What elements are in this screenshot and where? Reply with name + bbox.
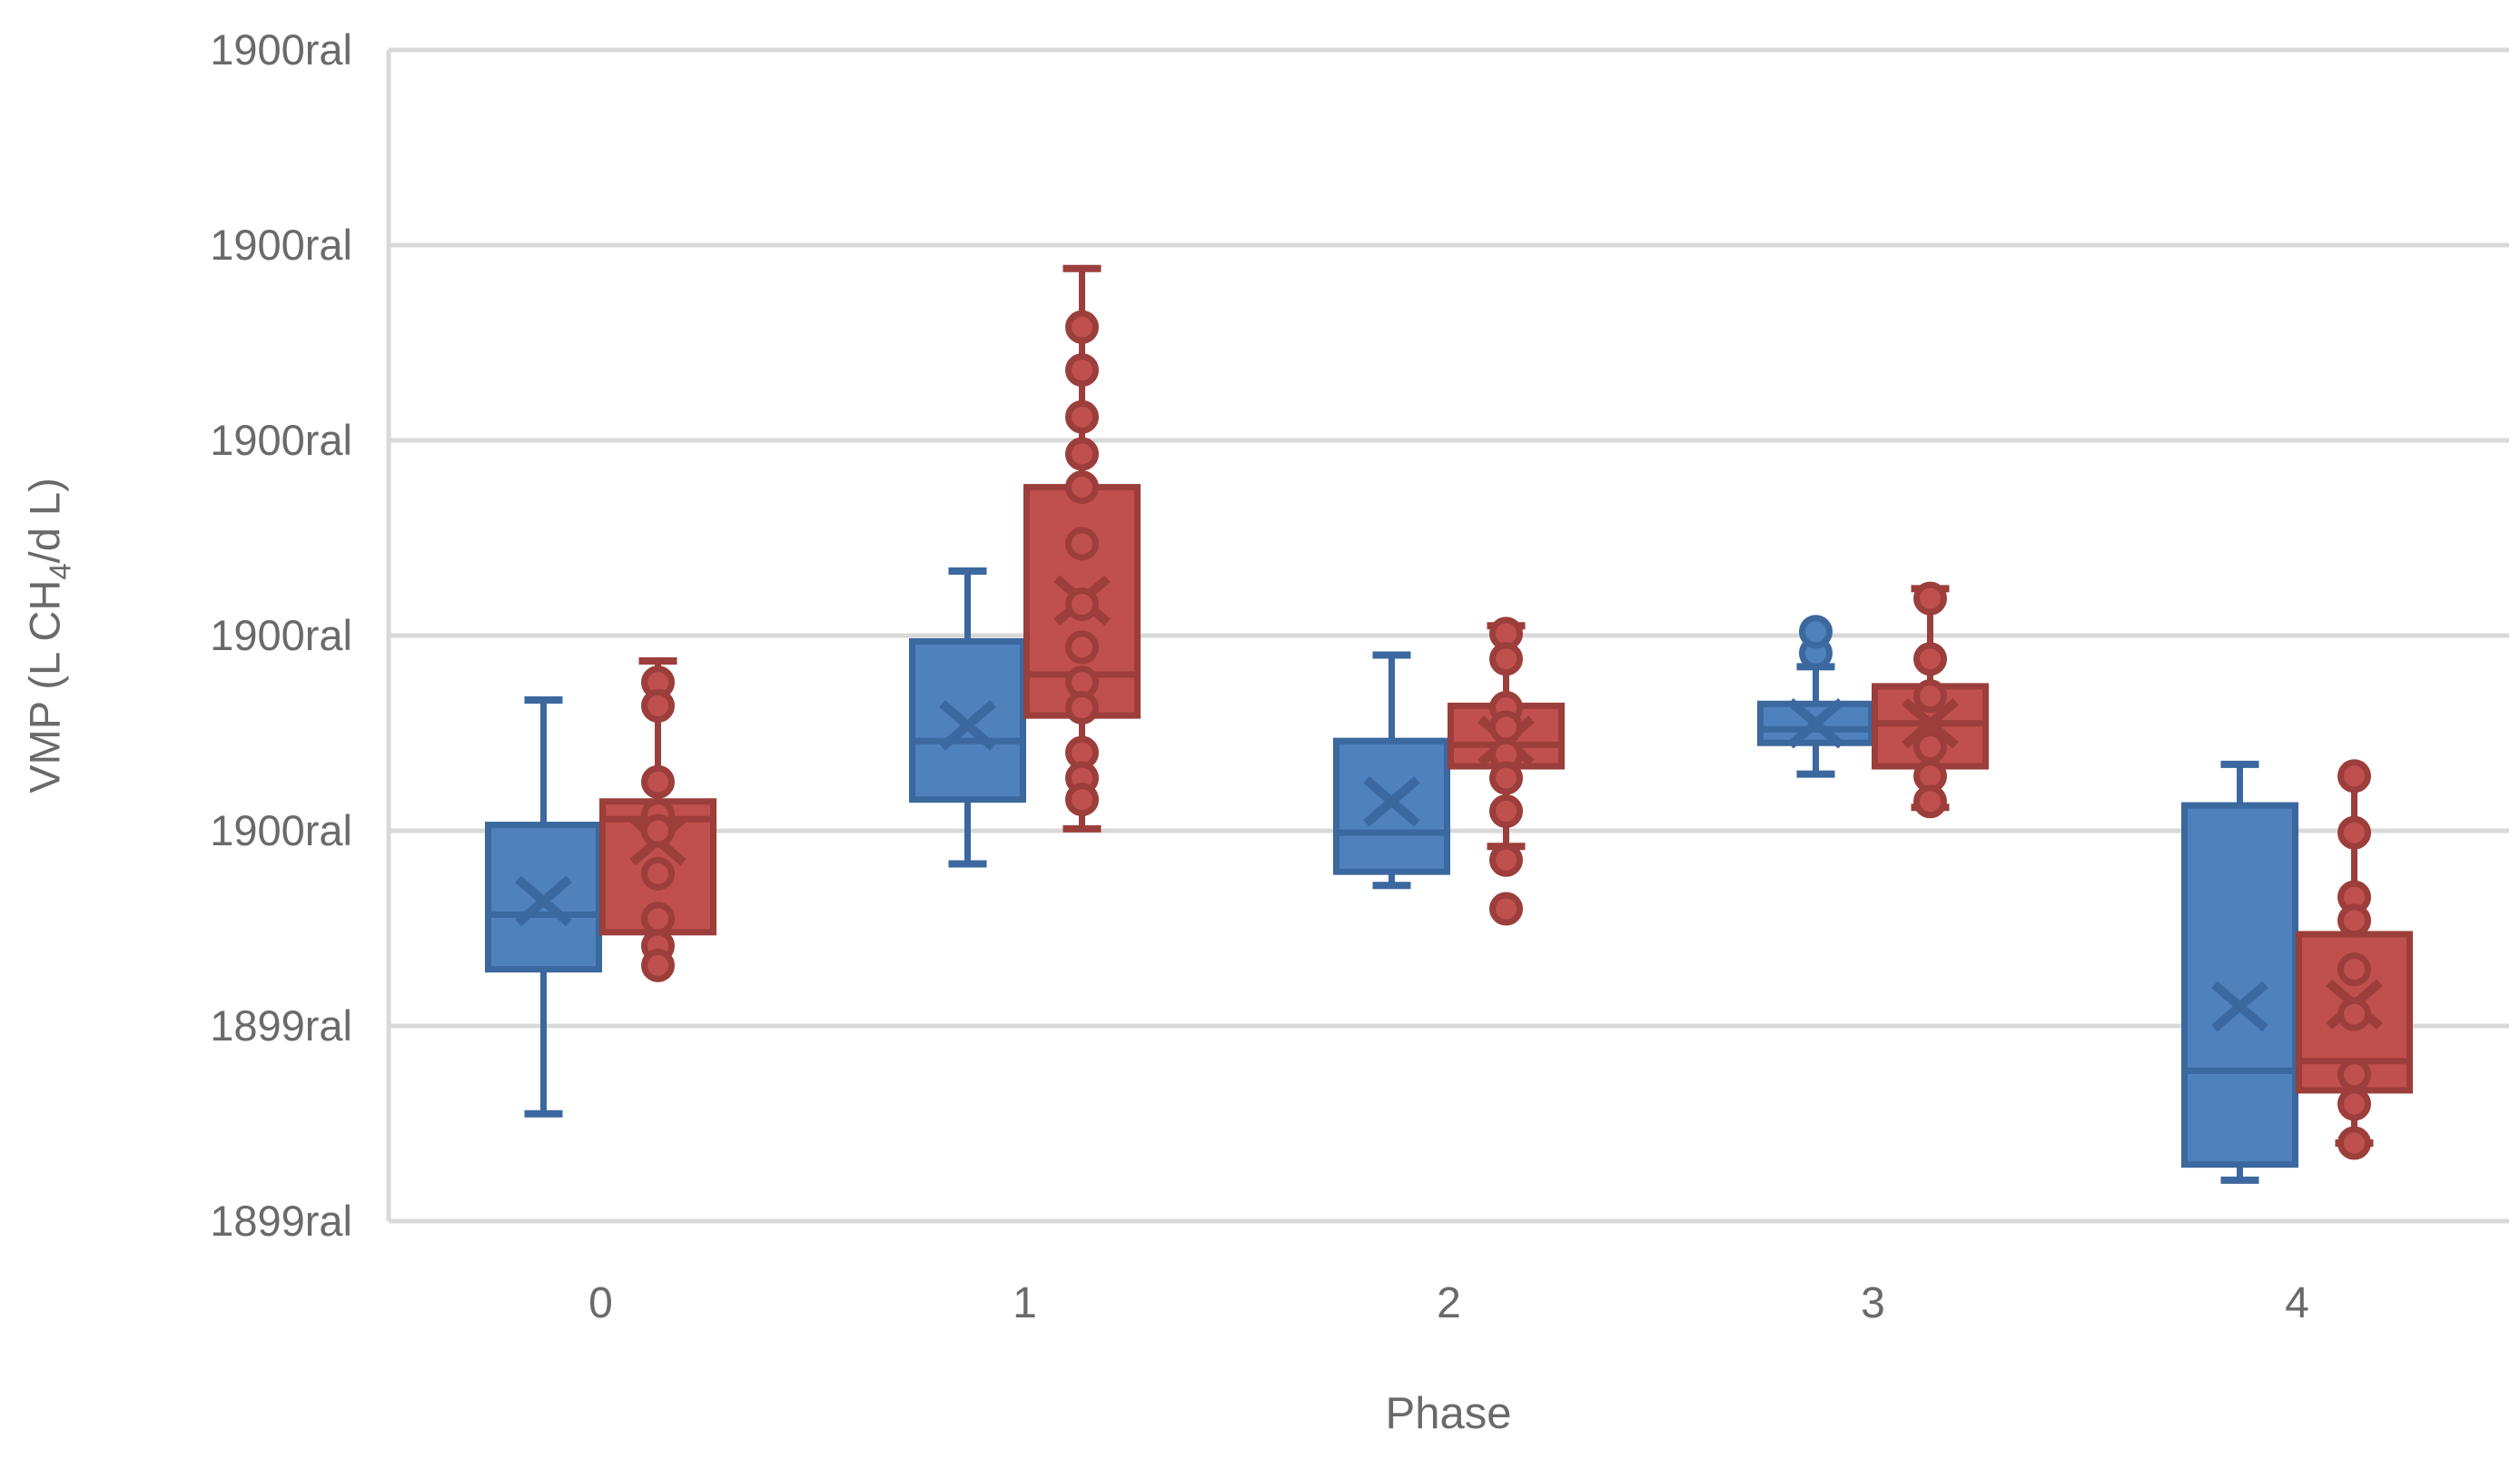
series-red-point-phase-0 (641, 813, 675, 848)
series-red-point-phase-3 (1913, 679, 1947, 714)
series-blue-mean-marker-phase-0 (515, 875, 572, 927)
series-blue-box-phase-1 (909, 567, 1026, 868)
y-axis-title-subscript: 4 (43, 563, 77, 580)
series-red-point-phase-3 (1913, 784, 1947, 819)
series-red-point-phase-3 (1913, 730, 1947, 764)
series-red-point-phase-1 (1065, 587, 1099, 622)
series-red-point-phase-0 (641, 902, 675, 936)
x-tick-label: 4 (2285, 1279, 2309, 1327)
series-red-point-phase-1 (1065, 353, 1099, 388)
series-blue-mean-marker-phase-3 (1787, 697, 1844, 749)
y-tick-label: 1900ral (210, 221, 352, 269)
series-red-box-phase-4 (2296, 759, 2413, 1160)
series-red-point-phase-0 (641, 856, 675, 891)
series-red-point-phase-0 (641, 764, 675, 799)
series-red-point-phase-4 (2337, 1126, 2371, 1160)
series-red-point-phase-1 (1065, 527, 1099, 561)
y-axis-title-prefix: VMP (L CH (20, 579, 69, 794)
series-blue-point-phase-3 (1799, 615, 1833, 649)
y-tick-label: 1900ral (210, 416, 352, 464)
series-red-box-phase-2 (1448, 616, 1565, 926)
series-red-point-phase-2 (1489, 642, 1523, 676)
series-red-point-phase-3 (1913, 642, 1947, 676)
series-blue-box-phase-2 (1333, 651, 1450, 890)
series-blue-mean-marker-phase-1 (939, 700, 996, 751)
series-red-mean-marker-phase-3 (1902, 697, 1959, 749)
x-tick-label: 3 (1861, 1279, 1885, 1327)
series-red-point-phase-1 (1065, 399, 1099, 434)
series-red-point-phase-0 (641, 948, 675, 982)
series-red-point-phase-4 (2337, 1058, 2371, 1092)
y-tick-label: 1899ral (210, 1197, 352, 1245)
series-red-point-phase-4 (2337, 759, 2371, 794)
series-red-point-phase-1 (1065, 783, 1099, 817)
series-red-box-phase-0 (599, 656, 716, 982)
y-tick-label: 1900ral (210, 25, 352, 74)
series-red-point-phase-2 (1489, 892, 1523, 926)
series-blue-box-phase-3 (1757, 615, 1874, 778)
y-axis-title-suffix: /d L) (20, 478, 69, 564)
series-red-point-phase-1 (1065, 691, 1099, 725)
x-tick-label: 1 (1013, 1279, 1037, 1327)
series-red-point-phase-0 (641, 688, 675, 723)
series-red-point-phase-4 (2337, 1087, 2371, 1121)
y-tick-label: 1900ral (210, 611, 352, 659)
series-red-point-phase-4 (2337, 997, 2371, 1031)
series-red-point-phase-2 (1489, 843, 1523, 877)
series-red-point-phase-2 (1489, 761, 1523, 795)
series-blue-mean-marker-phase-4 (2211, 981, 2268, 1032)
series-red-point-phase-1 (1065, 470, 1099, 505)
series-blue-mean-marker-phase-2 (1363, 775, 1420, 827)
series-red-point-phase-3 (1913, 581, 1947, 616)
series-red-point-phase-2 (1489, 710, 1523, 744)
x-tick-label: 2 (1437, 1279, 1461, 1327)
series-blue-box-phase-0 (485, 695, 602, 1118)
series-red-point-phase-1 (1065, 630, 1099, 665)
series-blue-box-phase-4 (2181, 760, 2298, 1184)
series-red-point-phase-4 (2337, 815, 2371, 850)
x-axis-title: Phase (1385, 1389, 1512, 1438)
y-axis-title: VMP (L CH4/d L) (20, 478, 86, 793)
y-tick-label: 1899ral (210, 1001, 352, 1050)
x-tick-label: 0 (588, 1279, 613, 1327)
series-red-point-phase-4 (2337, 952, 2371, 987)
series-red-point-phase-2 (1489, 794, 1523, 828)
series-red-point-phase-1 (1065, 437, 1099, 471)
series-red-point-phase-1 (1065, 310, 1099, 344)
series-red-box-phase-1 (1023, 264, 1141, 833)
series-red-box-phase-3 (1872, 581, 1989, 819)
series-red-point-phase-4 (2337, 903, 2371, 938)
y-tick-label: 1900ral (210, 806, 352, 854)
